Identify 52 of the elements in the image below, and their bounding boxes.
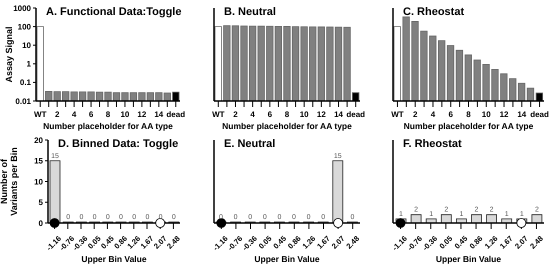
x-tick-label: 6: [88, 110, 94, 119]
x-tick-label: 14: [517, 110, 527, 119]
x-tick-label: 6: [268, 110, 273, 119]
x-tick-label: 10: [482, 110, 492, 119]
y-tick-label: 0.01: [15, 96, 32, 106]
x-axis-title: Number placeholder for AA type: [43, 121, 174, 131]
x-tick-label: 4: [72, 110, 77, 119]
x-tick-label: 12: [500, 110, 510, 119]
y-axis-title: Number of Variants per Bin: [0, 147, 19, 216]
x-axis-title: Number placeholder for AA type: [222, 121, 352, 131]
x-tick-label: 6: [448, 110, 454, 119]
chart-title: B. Neutral: [224, 6, 276, 18]
y-tick-label: 5: [38, 198, 44, 208]
y-tick-label: 15: [34, 156, 44, 166]
chart-title: A. Functional Data:Toggle: [46, 6, 182, 18]
x-tick-label: 8: [466, 110, 472, 119]
x-tick-label: dead: [166, 110, 186, 119]
x-tick-label: 4: [250, 110, 256, 119]
chart-title: D. Binned Data: Toggle: [58, 138, 178, 150]
x-tick-label: 2: [412, 110, 418, 119]
x-tick-label: 14: [154, 110, 164, 119]
x-tick-label: dead: [346, 110, 366, 119]
y-tick-label: 10: [34, 177, 44, 186]
y-tick-label: 1000: [13, 4, 32, 13]
x-axis-title: Upper Bin Value: [436, 254, 502, 264]
x-tick-label: WT: [391, 110, 404, 119]
chart-title: F. Rheostat: [403, 138, 462, 150]
chart-title: E. Neutral: [224, 138, 276, 150]
x-axis-title: Upper Bin Value: [254, 254, 320, 264]
x-tick-label: WT: [34, 110, 47, 119]
y-tick-label: 10: [22, 41, 32, 50]
chart-title: C. Rheostat: [403, 6, 464, 18]
x-axis-title: Number placeholder for AA type: [404, 121, 534, 131]
x-tick-label: dead: [530, 110, 550, 119]
x-tick-label: 12: [137, 110, 147, 119]
x-tick-label: 8: [284, 110, 290, 119]
x-tick-label: 2: [54, 110, 60, 119]
y-tick-label: 0: [38, 218, 44, 228]
x-tick-label: 10: [120, 110, 130, 119]
x-tick-label: 14: [334, 110, 344, 119]
x-tick-label: 10: [300, 110, 310, 119]
x-tick-label: 2: [233, 110, 238, 119]
x-tick-label: WT: [212, 110, 225, 119]
x-tick-label: 8: [106, 110, 111, 119]
x-axis-title: Upper Bin Value: [81, 254, 147, 264]
y-tick-label: 20: [34, 136, 44, 145]
y-tick-label: 0.1: [20, 78, 32, 88]
y-tick-label: 100: [18, 22, 32, 32]
x-tick-label: 4: [430, 110, 436, 119]
x-tick-label: 12: [316, 110, 326, 119]
y-tick-label: 1: [26, 60, 32, 69]
y-axis-title: Assay Signal: [4, 26, 14, 83]
